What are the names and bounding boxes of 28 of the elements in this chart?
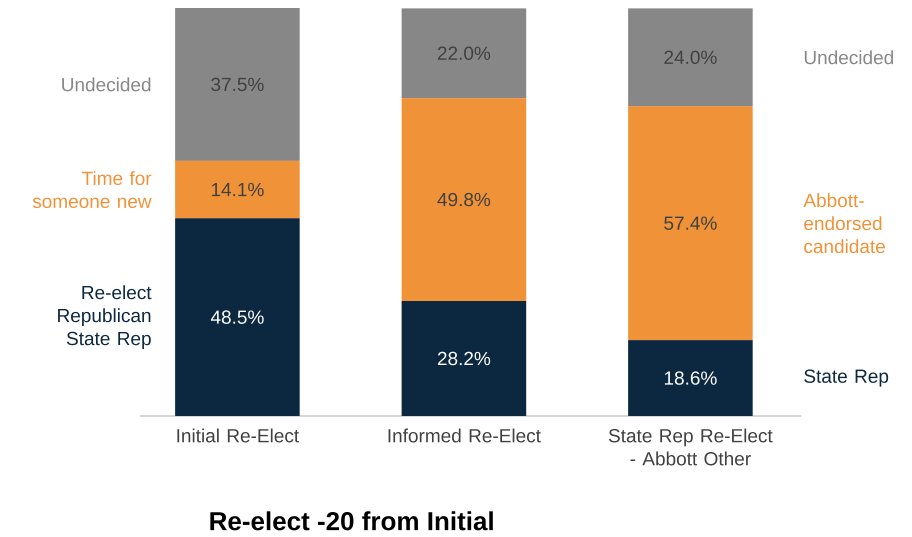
data-label: 48.5%: [210, 310, 264, 324]
bar: [628, 340, 753, 416]
series-label: Re-elect Republican State Rep: [58, 285, 152, 349]
bar: [175, 8, 300, 161]
text: Undecided: [804, 50, 893, 64]
bar: [402, 301, 526, 416]
bar: [402, 98, 526, 302]
text: State Rep: [804, 369, 888, 387]
x-tick-label: Initial Re-Elect: [177, 428, 300, 442]
text: Abbott-endorsed candidate: [803, 193, 885, 254]
bar: [175, 218, 300, 416]
series-label: Time for someone new: [32, 171, 152, 208]
bar: [402, 8, 526, 98]
data-label: 22.0%: [438, 46, 490, 60]
data-label: 28.2%: [438, 352, 490, 366]
bar: [628, 106, 753, 340]
text: Re-elect -20 from Initial: [210, 511, 493, 530]
data-label: 18.6%: [664, 371, 717, 385]
data-label: 14.1%: [212, 182, 264, 196]
x-tick-label: Informed Re-Elect: [388, 428, 541, 442]
data-label: 49.8%: [437, 192, 490, 206]
bar: [175, 160, 300, 218]
series-label: Undecided: [62, 77, 150, 92]
data-label: 57.4%: [664, 216, 717, 230]
bar: [628, 8, 753, 106]
data-label: 37.5%: [211, 78, 264, 92]
data-label: 24.0%: [664, 50, 717, 64]
x-tick-label: State Rep Re-Elect - Abbott Other: [608, 428, 773, 466]
